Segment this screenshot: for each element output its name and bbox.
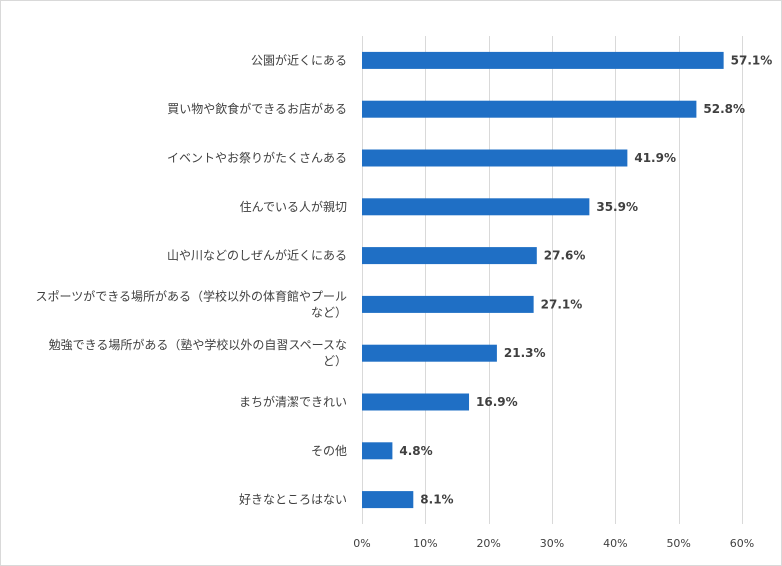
category-label-line: まちが清潔できれい bbox=[239, 394, 347, 409]
category-label: 住んでいる人が親切 bbox=[240, 199, 347, 214]
x-tick-label: 30% bbox=[540, 537, 564, 550]
x-tick-label: 0% bbox=[353, 537, 370, 550]
category-label: 公園が近くにある bbox=[251, 52, 347, 67]
value-label: 8.1% bbox=[420, 493, 453, 507]
x-axis-ticks: 0% 10% 20% 30% 40% 50% 60% bbox=[353, 537, 754, 550]
value-label: 35.9% bbox=[596, 200, 638, 214]
category-label: イベントやお祭りがたくさんある bbox=[167, 150, 347, 165]
value-labels: 57.1% 52.8% 41.9% 35.9% 27.6% 27.1% 21.3% 16.9%… bbox=[399, 53, 772, 506]
category-label-line: 公園が近くにある bbox=[251, 52, 347, 67]
value-label: 27.1% bbox=[541, 297, 583, 311]
x-tick-label: 60% bbox=[730, 537, 754, 550]
value-label: 16.9% bbox=[476, 395, 518, 409]
x-tick-label: 20% bbox=[476, 537, 500, 550]
bar bbox=[362, 344, 497, 362]
category-label-line: イベントやお祭りがたくさんある bbox=[167, 150, 347, 165]
category-label-line: 好きなところはない bbox=[239, 493, 347, 507]
bar bbox=[362, 100, 697, 118]
category-label-line: 山や川などのしぜんが近くにある bbox=[167, 248, 347, 263]
bar bbox=[362, 247, 537, 265]
bar bbox=[362, 442, 393, 460]
bar bbox=[362, 393, 470, 411]
x-tick-label: 10% bbox=[413, 537, 437, 550]
category-label-line: 勉強できる場所がある（塾や学校以外の自習スペースな bbox=[49, 337, 347, 352]
category-label-line: その他 bbox=[311, 444, 347, 458]
value-label: 41.9% bbox=[634, 151, 676, 165]
value-label: 52.8% bbox=[703, 102, 745, 116]
value-label: 4.8% bbox=[399, 444, 432, 458]
x-tick-label: 50% bbox=[666, 537, 690, 550]
bar bbox=[362, 51, 724, 69]
bar bbox=[362, 198, 590, 216]
bar bbox=[362, 149, 628, 167]
category-label: 勉強できる場所がある（塾や学校以外の自習スペースなど） bbox=[49, 337, 347, 368]
category-label: まちが清潔できれい bbox=[239, 394, 347, 409]
category-label: 買い物や飲食ができるお店がある bbox=[167, 101, 347, 116]
bars bbox=[362, 51, 724, 509]
value-label: 21.3% bbox=[504, 346, 546, 360]
bar bbox=[362, 295, 534, 313]
category-label-line: など） bbox=[311, 305, 347, 319]
value-label: 57.1% bbox=[731, 53, 773, 67]
category-label: 好きなところはない bbox=[239, 493, 347, 507]
category-label: その他 bbox=[311, 444, 347, 458]
category-label-line: スポーツができる場所がある（学校以外の体育館やプール bbox=[35, 288, 347, 303]
category-label: スポーツができる場所がある（学校以外の体育館やプールなど） bbox=[35, 288, 347, 319]
value-label: 27.6% bbox=[544, 249, 586, 263]
bar bbox=[362, 491, 414, 509]
category-label-line: ど） bbox=[323, 354, 347, 368]
category-label-line: 買い物や飲食ができるお店がある bbox=[167, 101, 347, 116]
category-label-line: 住んでいる人が親切 bbox=[240, 199, 347, 214]
category-label: 山や川などのしぜんが近くにある bbox=[167, 248, 347, 263]
x-tick-label: 40% bbox=[603, 537, 627, 550]
category-labels: 公園が近くにある買い物や飲食ができるお店があるイベントやお祭りがたくさんある住ん… bbox=[35, 52, 347, 506]
